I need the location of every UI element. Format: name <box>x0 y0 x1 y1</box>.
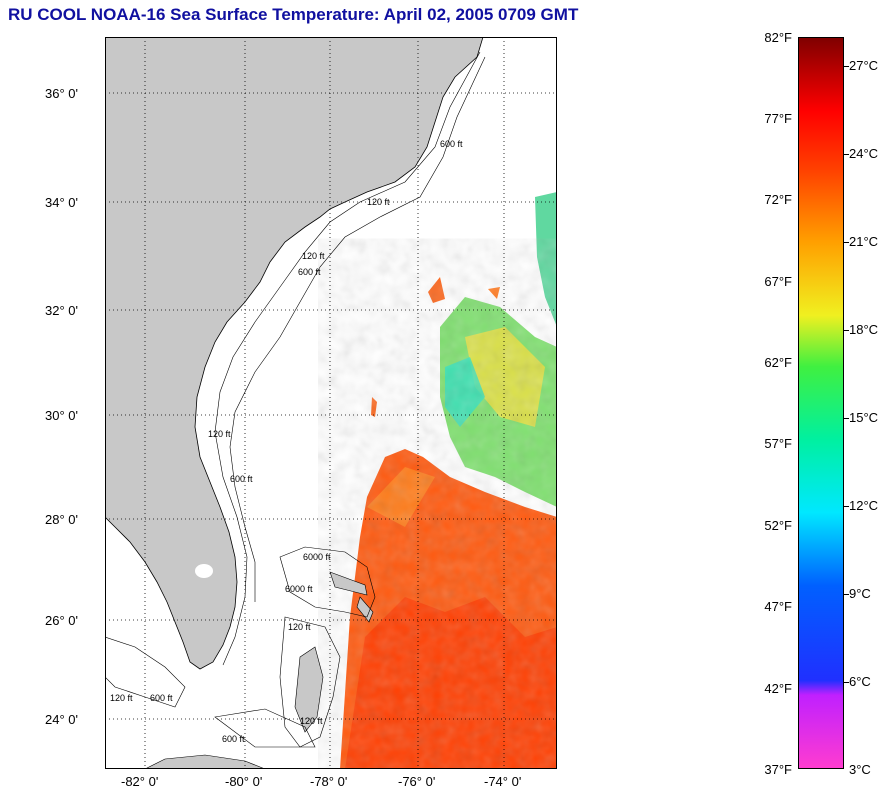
colorbar-f-label: 72°F <box>764 192 792 207</box>
sst-map: 600 ft 120 ft 120 ft 600 ft 120 ft 600 f… <box>105 37 557 769</box>
colorbar-c-label: 9°C <box>849 586 871 601</box>
lat-label-24: 24° 0' <box>45 712 78 727</box>
colorbar-tick <box>844 506 849 507</box>
colorbar-c-label: 15°C <box>849 410 879 425</box>
sst-texture <box>340 287 557 769</box>
contour-label: 600 ft <box>230 474 253 484</box>
contour-label: 120 ft <box>208 429 231 439</box>
lake-okeechobee <box>195 564 213 578</box>
colorbar-tick <box>844 154 849 155</box>
contour-label: 120 ft <box>300 716 323 726</box>
map-border <box>105 37 557 769</box>
lon-label-78: -78° 0' <box>310 774 348 789</box>
colorbar-tick <box>844 418 849 419</box>
colorbar-c-label: 6°C <box>849 674 871 689</box>
colorbar-c-label: 18°C <box>849 322 879 337</box>
contour-straits <box>214 708 316 748</box>
contour-label: 600 ft <box>150 693 173 703</box>
contour-label: 120 ft <box>110 693 133 703</box>
lat-label-36: 36° 0' <box>45 86 78 101</box>
colorbar-c-label: 27°C <box>849 58 879 73</box>
grid-lines <box>105 37 557 769</box>
lon-label-82: -82° 0' <box>121 774 159 789</box>
contour-label: 120 ft <box>288 622 311 632</box>
colorbar-tick <box>844 594 849 595</box>
colorbar-c-label: 24°C <box>849 146 879 161</box>
colorbar-tick <box>844 66 849 67</box>
lon-label-76: -76° 0' <box>398 774 436 789</box>
colorbar-tick <box>844 242 849 243</box>
land-us-east-coast <box>105 37 484 670</box>
contour-600ft <box>229 56 486 602</box>
colorbar-f-label: 82°F <box>764 30 792 45</box>
temperature-colorbar <box>798 37 844 769</box>
land-andros-island <box>294 646 324 733</box>
contour-label: 600 ft <box>440 139 463 149</box>
contour-6000ft-bahamas <box>279 546 376 618</box>
contour-label: 120 ft <box>302 251 325 261</box>
lat-label-32: 32° 0' <box>45 303 78 318</box>
colorbar-f-label: 52°F <box>764 518 792 533</box>
colorbar-c-label: 21°C <box>849 234 879 249</box>
land-grand-bahama <box>329 571 368 596</box>
contour-label: 6000 ft <box>285 584 313 594</box>
colorbar-f-label: 77°F <box>764 111 792 126</box>
colorbar-f-label: 42°F <box>764 681 792 696</box>
lat-label-34: 34° 0' <box>45 195 78 210</box>
lat-label-26: 26° 0' <box>45 613 78 628</box>
colorbar-tick <box>844 682 849 683</box>
lat-label-28: 28° 0' <box>45 512 78 527</box>
contour-label: 600 ft <box>222 734 245 744</box>
land-abaco <box>356 596 374 623</box>
contour-120ft <box>214 51 481 666</box>
contour-label: 120 ft <box>367 197 390 207</box>
lat-label-30: 30° 0' <box>45 408 78 423</box>
lon-label-80: -80° 0' <box>225 774 263 789</box>
colorbar-c-label: 3°C <box>849 762 871 777</box>
colorbar-f-label: 57°F <box>764 436 792 451</box>
colorbar-tick <box>844 330 849 331</box>
contour-label: 600 ft <box>298 267 321 277</box>
colorbar-f-label: 47°F <box>764 599 792 614</box>
land-cuba <box>144 754 266 769</box>
colorbar-f-label: 62°F <box>764 355 792 370</box>
lon-label-74: -74° 0' <box>484 774 522 789</box>
contour-florida-keys <box>105 636 186 708</box>
colorbar-c-label: 12°C <box>849 498 879 513</box>
map-title: RU COOL NOAA-16 Sea Surface Temperature:… <box>8 5 579 24</box>
colorbar-f-label: 67°F <box>764 274 792 289</box>
colorbar-f-label: 37°F <box>764 762 792 777</box>
contour-label: 6000 ft <box>303 552 331 562</box>
